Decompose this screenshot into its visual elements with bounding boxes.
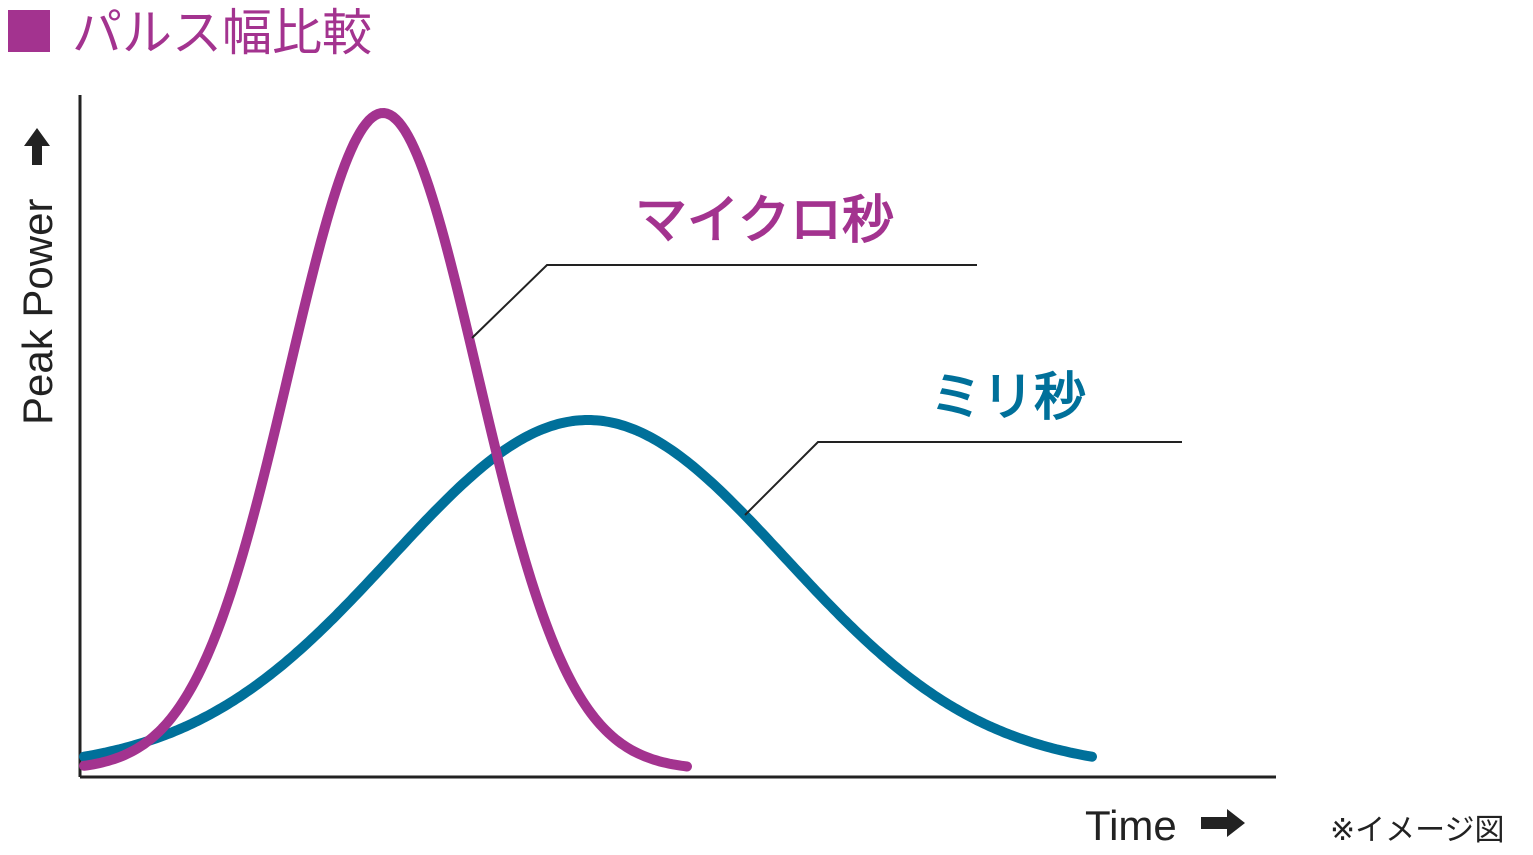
leader-line [471,264,977,339]
x-axis-label: Time [1085,802,1177,849]
title-marker [8,10,50,52]
note: ※イメージ図 [1330,814,1505,847]
curve-label: マイクロ秒 [635,192,894,250]
x-arrow [1201,809,1245,837]
y-arrow [24,128,50,165]
curve-label: ミリ秒 [930,369,1086,427]
y-axis-label: Peak Power [14,199,61,425]
title: パルス幅比較 [72,5,372,61]
leader-line [744,441,1182,516]
millisecond-curve [79,415,1097,762]
microsecond-curve [79,107,692,772]
